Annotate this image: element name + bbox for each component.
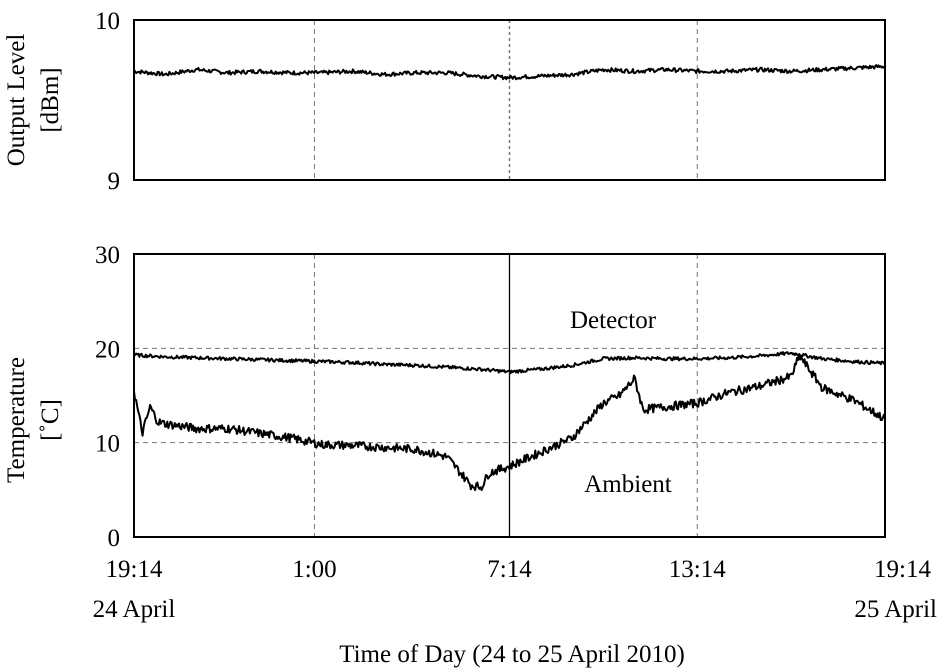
plot-frame <box>133 253 886 538</box>
series-line <box>133 64 886 81</box>
plot-frame <box>133 19 886 181</box>
y-tick-label: 9 <box>108 168 121 195</box>
x-tick-label: 7:14 <box>487 556 532 583</box>
y-axis-title: Output Level [dBm] <box>3 34 64 167</box>
temperature-panel: 30 20 10 0 Temperature [˚C] 19:14 1:00 7:14 13:14… <box>3 242 937 623</box>
x-tick-label: 19:14 <box>106 556 163 583</box>
y-axis-title: Temperature [˚C] <box>3 357 64 483</box>
x-tick-label: 13:14 <box>669 556 726 583</box>
x-tick-date-label: 24 April <box>93 596 176 623</box>
x-tick-label: 19:14 <box>874 556 931 583</box>
y-tick-label: 0 <box>108 525 121 552</box>
y-tick-label: 10 <box>95 431 120 458</box>
output-level-panel: 10 9 Output Level [dBm] <box>3 8 886 195</box>
x-tick-label: 1:00 <box>292 556 336 583</box>
y-tick-label: 20 <box>95 336 120 363</box>
series-line <box>133 351 886 375</box>
annotation-detector: Detector <box>570 307 657 334</box>
y-tick-label: 10 <box>95 8 120 35</box>
series-line <box>133 353 886 492</box>
annotation-ambient: Ambient <box>584 471 672 498</box>
y-tick-label: 30 <box>95 242 120 269</box>
x-tick-date-label: 25 April <box>854 596 937 623</box>
x-axis-title: Time of Day (24 to 25 April 2010) <box>339 641 685 668</box>
